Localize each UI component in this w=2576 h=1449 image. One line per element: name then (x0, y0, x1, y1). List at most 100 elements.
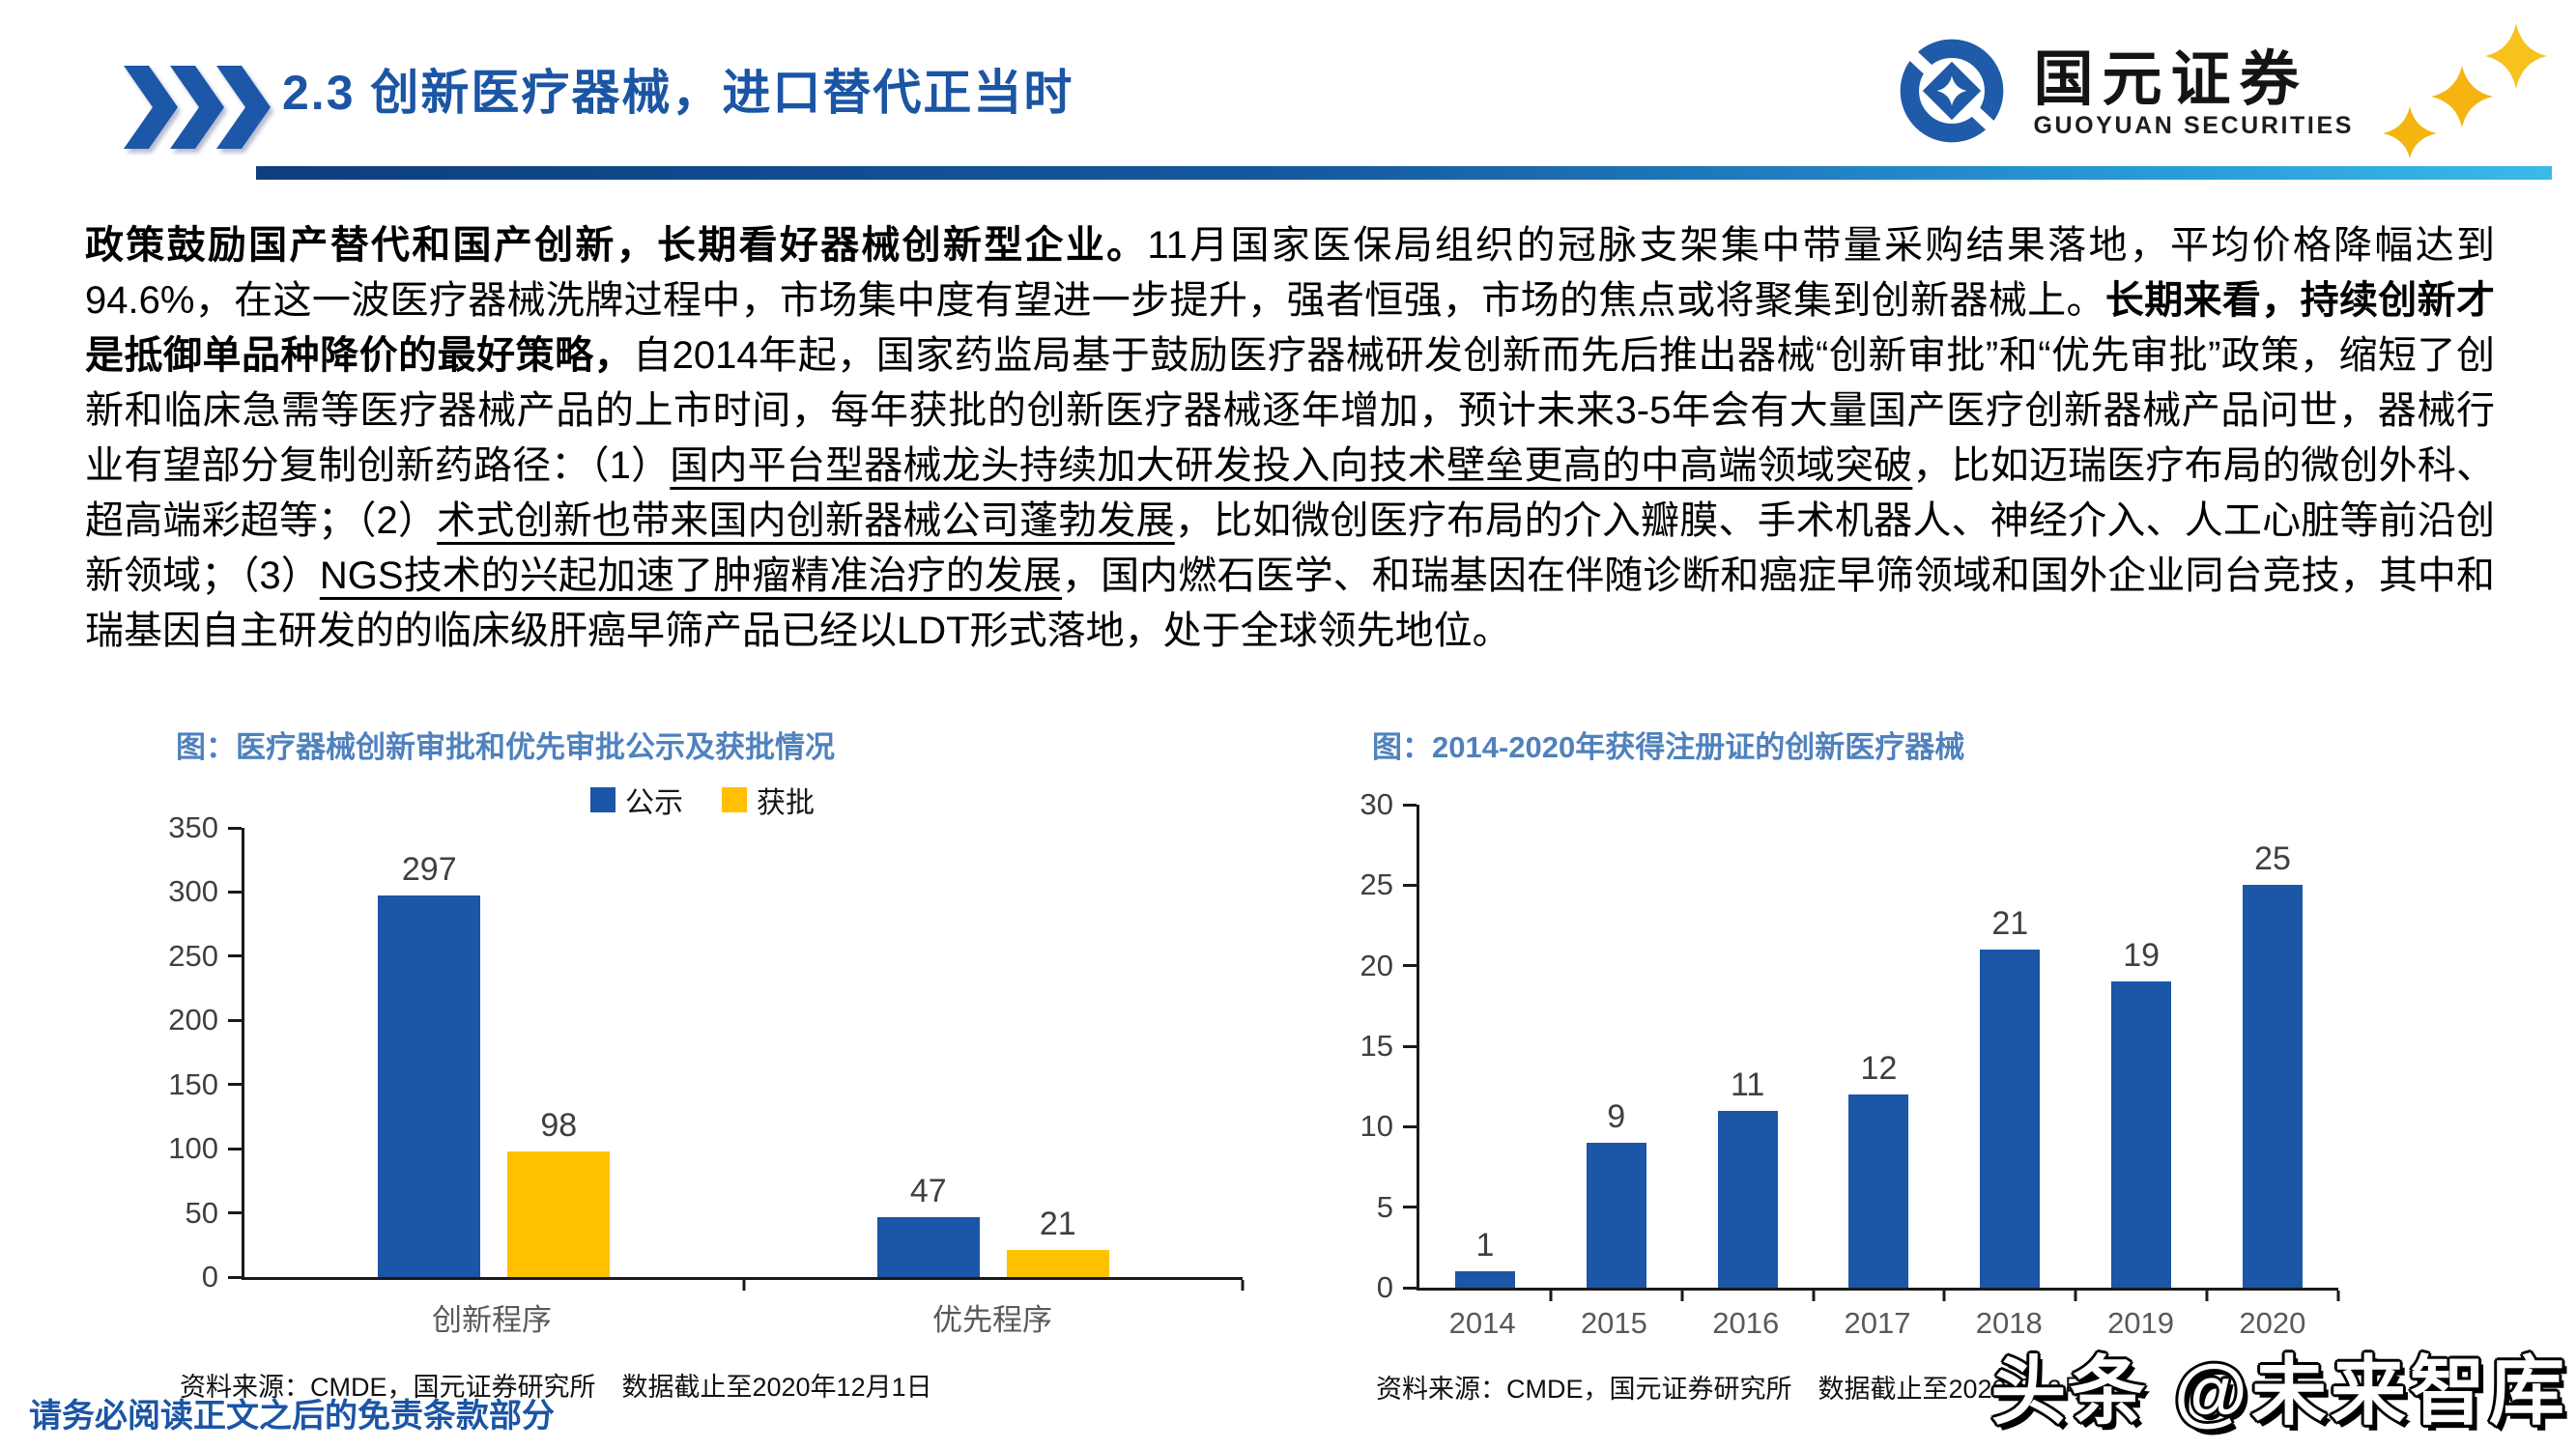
y-tick-mark (1403, 1286, 1417, 1290)
guoyuan-emblem-icon (1890, 29, 2014, 157)
company-logo: 国元证券 GUOYUAN SECURITIES (1890, 23, 2547, 163)
y-axis: 0 50 100 150 200 250 300 350 (162, 810, 242, 1293)
legend-label: 公示 (625, 787, 683, 819)
y-tick-mark (1403, 1044, 1417, 1048)
legend-item: 获批 (722, 779, 815, 821)
x-tick-mark (1241, 1280, 1245, 1291)
plot-area: 297 98 47 21 (242, 828, 1245, 1291)
bar (1454, 1271, 1515, 1288)
bar (1006, 1250, 1109, 1277)
bar-value-label: 98 (540, 1106, 578, 1144)
bar-column: 12 (1848, 805, 1909, 1288)
paragraph-segment: ，比如迈瑞医疗布局的微创外科、超高端彩超等；（2） (85, 444, 2496, 542)
legend-swatch-icon (590, 787, 615, 812)
x-tick-mark (1812, 1291, 1816, 1301)
figure-approval-chart: 图：医疗器械创新审批和优先审批公示及获批情况 公示 获批 0 50 100 150 200… (162, 723, 1245, 1404)
paragraph-segment: 11月国家医保局组织的冠脉支架集中带量采购结果落地，平均价格降幅达到94.6%，… (85, 224, 2495, 322)
x-axis-label: 2020 (2239, 1306, 2306, 1340)
x-tick-mark (2074, 1291, 2077, 1301)
bar-value-label: 9 (1607, 1098, 1626, 1135)
chart-area: 0 50 100 150 200 250 300 350 297 98 47 21 (162, 810, 1245, 1293)
paragraph-segment: 国内平台型器械龙头持续加大研发投入向技术壁垒更高的中高端领域突破 (670, 444, 1913, 487)
logo-cn-text: 国元证券 (2033, 45, 2308, 113)
bar-column: 11 (1717, 805, 1778, 1288)
paragraph-segment: ，比如微创医疗布局的介入瓣膜、手术机器人、神经介入、人工心脏等前沿创新领域；（3… (85, 499, 2496, 597)
bar-value-label: 25 (2254, 840, 2291, 878)
bar-value-label: 297 (401, 851, 457, 889)
x-axis-label: 创新程序 (432, 1303, 552, 1337)
bar (1586, 1143, 1646, 1288)
y-tick-mark (228, 890, 242, 894)
bar-group: 9 (1586, 805, 1646, 1288)
x-tick-mark (742, 1280, 745, 1291)
header-chevrons-icon (124, 66, 298, 154)
figure-caption: 图：医疗器械创新审批和优先审批公示及获批情况 (176, 730, 835, 764)
bar (1717, 1110, 1778, 1288)
logo-en-text: GUOYUAN SECURITIES (2033, 111, 2354, 139)
bar-column: 9 (1586, 805, 1646, 1288)
bar-group: 1 (1454, 805, 1515, 1288)
y-tick-label: 20 (1360, 948, 1393, 982)
y-tick-label: 10 (1360, 1109, 1393, 1144)
y-tick-mark (228, 1083, 242, 1087)
bar-value-label: 21 (1991, 905, 2029, 942)
bar-group: 11 (1717, 805, 1778, 1288)
x-axis-label: 2014 (1448, 1306, 1516, 1340)
legend-swatch-icon (722, 787, 747, 812)
bar-group: 47 21 (876, 828, 1109, 1277)
x-axis-label: 2018 (1975, 1306, 2043, 1340)
y-tick-label: 200 (168, 1003, 218, 1037)
x-tick-mark (1549, 1291, 1553, 1301)
bar (1848, 1094, 1909, 1288)
y-tick-mark (228, 1018, 242, 1022)
x-axis-labels: 2014 2015 2016 2017 2018 2019 2020 (1417, 1306, 2338, 1341)
bar-column: 19 (2111, 805, 2172, 1288)
x-tick-mark (1942, 1291, 1946, 1301)
x-axis-label: 2017 (1844, 1306, 1911, 1340)
bar-group: 12 (1848, 805, 1909, 1288)
bar-group: 21 (1980, 805, 2041, 1288)
y-tick-label: 0 (1376, 1270, 1393, 1304)
y-tick-label: 350 (168, 810, 218, 844)
y-tick-label: 150 (168, 1066, 218, 1101)
bar (2111, 981, 2172, 1288)
y-tick-label: 30 (1360, 787, 1393, 821)
y-tick-mark (1403, 1206, 1417, 1209)
bar-value-label: 11 (1730, 1065, 1765, 1103)
paragraph-segment: NGS技术的兴起加速了肿瘤精准治疗的发展 (319, 554, 1063, 597)
figure-caption: 图：2014-2020年获得注册证的创新医疗器械 (1372, 730, 1965, 764)
paragraph-segment: 自2014年起，国家药监局基于鼓励医疗器械研发创新而先后推出器械“创新审批”和“… (85, 334, 2496, 487)
bar-group: 19 (2111, 805, 2172, 1288)
bar (378, 895, 481, 1277)
plot-area: 1 9 11 12 21 19 25 (1417, 805, 2340, 1301)
bar-column: 21 (1006, 828, 1109, 1277)
bar-value-label: 1 (1475, 1227, 1495, 1264)
y-tick-label: 300 (168, 874, 218, 909)
y-tick-label: 50 (185, 1195, 218, 1230)
header-divider (256, 166, 2552, 180)
chart-area: 0 5 10 15 20 25 30 1 9 11 12 21 19 25 (1359, 787, 2340, 1304)
bar-column: 21 (1980, 805, 2041, 1288)
legend: 公示 获批 (162, 783, 1243, 819)
y-tick-label: 25 (1360, 867, 1393, 902)
watermark-text: 头条 @未来智库 (1990, 1349, 2568, 1434)
x-tick-mark (2336, 1291, 2340, 1301)
paragraph-segment: 长期来看，持续创新才是抵御单品种降价的最好策略， (85, 279, 2495, 377)
y-tick-label: 100 (168, 1131, 218, 1166)
source-note: 资料来源：CMDE，国元证券研究所 数据截止至2020年12月1日 (180, 1373, 932, 1402)
x-axis-labels: 创新程序 优先程序 (242, 1295, 1243, 1339)
y-tick-label: 5 (1376, 1189, 1393, 1224)
legend-label: 获批 (757, 787, 815, 819)
y-tick-label: 250 (168, 938, 218, 973)
y-tick-label: 0 (201, 1260, 218, 1293)
page-title: 2.3 创新医疗器械，进口替代正当时 (282, 66, 1074, 120)
bar-column: 98 (507, 828, 611, 1277)
bar-column: 47 (876, 828, 980, 1277)
logo-sparkles-icon (2373, 23, 2547, 163)
y-tick-mark (228, 1275, 242, 1279)
bar-value-label: 12 (1860, 1050, 1898, 1087)
bar-value-label: 47 (909, 1172, 947, 1209)
y-tick-mark (1403, 883, 1417, 887)
